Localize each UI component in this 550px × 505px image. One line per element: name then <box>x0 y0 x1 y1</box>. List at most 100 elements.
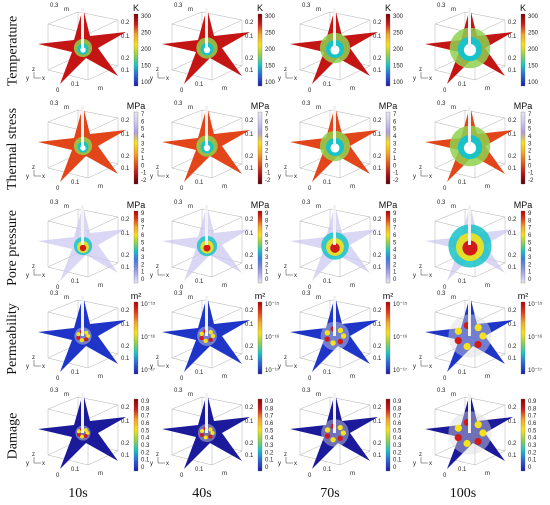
axis-tick-z: 0.1 <box>373 68 382 74</box>
colorbar-unit: MPa <box>379 200 398 210</box>
colorbar-tick: 100 <box>528 80 539 86</box>
colorbar-tick: 1 <box>141 156 145 162</box>
colorbar-tick: 0 <box>393 277 397 283</box>
axis-tick-x: 0 <box>56 376 60 382</box>
axis-tick-y: 0.2 <box>245 217 254 223</box>
colorbar-tick: 8 <box>528 218 532 224</box>
borehole <box>205 296 208 336</box>
colorbar-tick: 9 <box>141 211 145 217</box>
colorbar-tick: 1 <box>141 270 145 276</box>
colorbar-tick: 0 <box>141 465 145 471</box>
colorbar-tick: 4 <box>141 248 145 254</box>
colorbar-tick: 0.1 <box>528 458 537 464</box>
colorbar-gradient <box>385 301 391 375</box>
row-label-temperature: Temperature <box>2 2 24 99</box>
axis-tick-x: 0 <box>443 376 447 382</box>
affected-zone <box>321 232 349 260</box>
axis-tick-x: 0.1 <box>71 180 80 186</box>
axis-tick-z: 0.2 <box>373 154 382 160</box>
colorbar-tick: 250 <box>528 31 539 37</box>
colorbar-unit: MPa <box>127 101 146 111</box>
axis-unit: m <box>485 374 490 380</box>
axis-tick-x: 0.3 <box>174 3 183 9</box>
triad-x: x <box>166 174 169 180</box>
triad-z: z <box>156 67 159 73</box>
axis-tick-x: 0 <box>180 285 184 291</box>
axis-tick-x: 0.1 <box>323 467 332 473</box>
colorbar-tick: 0.2 <box>141 450 150 456</box>
colorbar-tick: 0 <box>141 277 145 283</box>
colorbar-tick: 7 <box>265 226 269 232</box>
axis-unit: m <box>98 283 103 289</box>
affected-zone <box>73 136 93 156</box>
colorbar-tick: -1 <box>393 171 399 177</box>
axis-unit: m <box>451 204 456 210</box>
triad-y: y <box>278 461 281 467</box>
colorbar: 0.90.8 0.70.60.5 0.40.30.2 0.10 <box>133 398 150 472</box>
colorbar-tick: 10⁻¹⁵ <box>528 301 543 308</box>
time-label: 100s <box>449 486 477 501</box>
orientation-triad: zy x <box>278 264 297 279</box>
axis-unit: m <box>98 184 103 190</box>
colorbar-tick: 150 <box>265 64 276 70</box>
axis-tick-x: 0.3 <box>50 101 59 107</box>
borehole <box>81 106 84 146</box>
colorbar-tick: 0.9 <box>141 399 150 405</box>
orientation-triad: zy x <box>413 452 432 467</box>
triad-z: z <box>419 355 422 361</box>
panel-permeability-10s: 0.3 m 0.2 0.1 0.2 0.1 0 0.1 m z y x m² 10⁻¹⁵ 10⁻¹⁶ 10⁻¹… <box>26 290 156 387</box>
axis-tick-z: 0.1 <box>245 356 254 362</box>
axis-tick-x: 0.1 <box>195 370 204 376</box>
colorbar-tick: 200 <box>393 47 404 53</box>
triad-z: z <box>156 165 159 171</box>
axis-tick-z: 0.2 <box>245 56 254 62</box>
triad-x: x <box>166 461 169 467</box>
colorbar-tick: 2 <box>141 262 145 268</box>
axis-tick-y: 0.2 <box>373 20 382 26</box>
colorbar-tick: 0 <box>141 163 145 169</box>
axis-unit: m <box>451 392 456 398</box>
axis-tick-x: 0.3 <box>174 101 183 107</box>
colorbar-tick: 5 <box>265 127 269 133</box>
axis-tick-x: 0.3 <box>302 200 311 206</box>
axis-tick-x: 0.1 <box>323 279 332 285</box>
colorbar-tick: 300 <box>393 14 404 20</box>
axis-tick-x: 0 <box>308 186 312 192</box>
colorbar-tick: 6 <box>528 233 532 239</box>
axis-tick-x: 0 <box>308 473 312 479</box>
colorbar-tick: 0.7 <box>528 414 537 420</box>
axis-tick-x: 0 <box>56 285 60 291</box>
colorbar-gradient <box>257 301 263 375</box>
borehole <box>468 8 471 48</box>
colorbar-gradient <box>520 301 526 375</box>
colorbar-tick: 0 <box>393 163 397 169</box>
triad-x: x <box>42 273 45 279</box>
axis-tick-x: 0.1 <box>323 180 332 186</box>
axis-tick-y: 0.1 <box>373 322 382 328</box>
axis-tick-z: 0.2 <box>508 344 517 350</box>
triad-z: z <box>284 355 287 361</box>
colorbar-tick: 5 <box>528 127 532 133</box>
axis-tick-y: 0.2 <box>121 405 130 411</box>
panel-pore_pressure-40s: 0.3 m 0.2 0.1 0.2 0.1 0 0.1 m z y x MPa 9 8 7 6 5 4 3 2 1 0 <box>150 199 280 296</box>
colorbar-tick: 0.4 <box>393 436 402 442</box>
colorbar-tick: 0 <box>265 465 269 471</box>
axis-tick-z: 0.2 <box>508 441 517 447</box>
colorbar-tick: 5 <box>528 240 532 246</box>
panel-temperature-10s: 0.3 m 0.2 0.1 0.2 0.1 0 0.1 m z y x K 300 250 200 150 100 <box>26 2 156 99</box>
axis-tick-y: 0.2 <box>508 308 517 314</box>
panel-temperature-100s: 0.3 m 0.2 0.1 0.2 0.1 0 0.1 m z y x K 300 250 200 150 100 <box>413 2 543 99</box>
colorbar-tick: 4 <box>265 134 269 140</box>
borehole <box>333 205 336 245</box>
axis-unit: m <box>451 7 456 13</box>
colorbar-tick: 0.2 <box>528 450 537 456</box>
axis-tick-y: 0.1 <box>373 231 382 237</box>
